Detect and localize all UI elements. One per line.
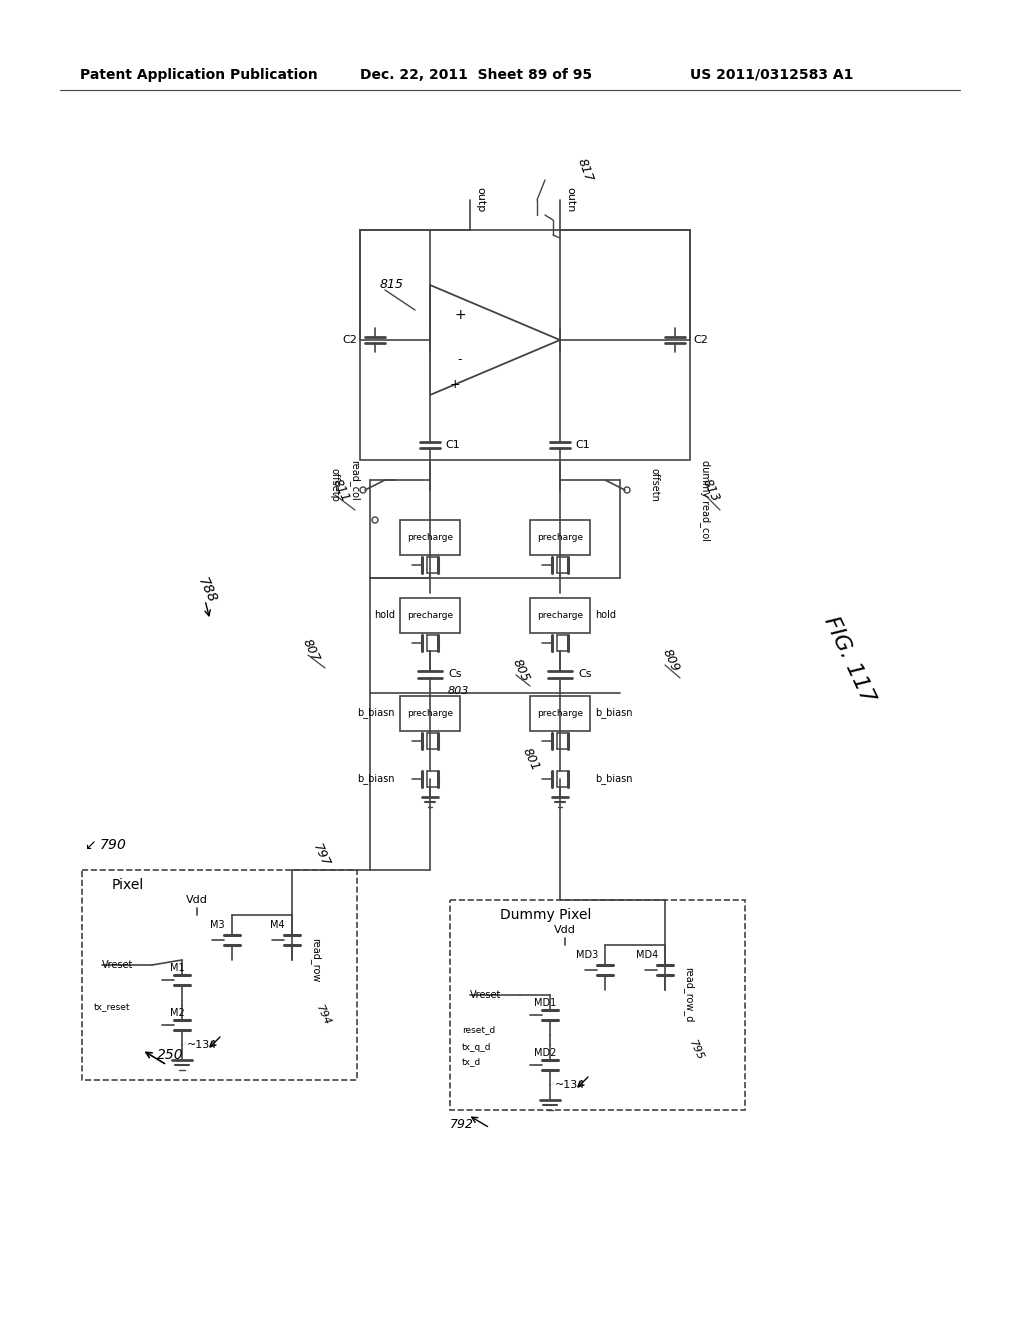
Text: 250: 250 xyxy=(157,1048,183,1063)
Text: Dec. 22, 2011  Sheet 89 of 95: Dec. 22, 2011 Sheet 89 of 95 xyxy=(360,69,592,82)
Text: 811: 811 xyxy=(330,477,352,504)
Text: outn: outn xyxy=(565,187,575,213)
Text: read_row_d: read_row_d xyxy=(683,968,694,1023)
Text: 807: 807 xyxy=(300,636,322,664)
Text: MD3: MD3 xyxy=(575,950,598,960)
Text: tx_q_d: tx_q_d xyxy=(462,1044,492,1052)
Text: hold: hold xyxy=(374,610,395,620)
Bar xyxy=(530,520,590,554)
Text: 817: 817 xyxy=(575,157,595,183)
Bar xyxy=(530,696,590,731)
Text: C2: C2 xyxy=(693,335,708,345)
Text: US 2011/0312583 A1: US 2011/0312583 A1 xyxy=(690,69,853,82)
Text: 792: 792 xyxy=(450,1118,474,1131)
Text: precharge: precharge xyxy=(537,532,583,541)
Text: precharge: precharge xyxy=(537,610,583,619)
Text: read_col: read_col xyxy=(349,459,360,500)
Text: 805: 805 xyxy=(510,656,531,684)
Text: b_biasn: b_biasn xyxy=(595,708,633,718)
Text: Patent Application Publication: Patent Application Publication xyxy=(80,69,317,82)
Text: 815: 815 xyxy=(380,279,404,292)
Bar xyxy=(450,900,745,1110)
Text: Vdd: Vdd xyxy=(186,895,208,906)
Text: +: + xyxy=(455,308,466,322)
Text: b_biasn: b_biasn xyxy=(357,708,395,718)
Text: -: - xyxy=(458,354,462,367)
Text: C2: C2 xyxy=(342,335,357,345)
Text: Vreset: Vreset xyxy=(470,990,502,1001)
Text: b_biasn: b_biasn xyxy=(595,774,633,784)
Text: FIG. 117: FIG. 117 xyxy=(820,614,878,706)
Text: offsetp: offsetp xyxy=(330,469,340,502)
Text: hold: hold xyxy=(595,610,616,620)
Text: M1: M1 xyxy=(170,964,184,973)
Text: precharge: precharge xyxy=(407,532,453,541)
Text: precharge: precharge xyxy=(537,709,583,718)
Text: 813: 813 xyxy=(700,477,722,504)
Text: outp: outp xyxy=(475,187,485,213)
Text: 794: 794 xyxy=(314,1003,332,1027)
Text: b_biasn: b_biasn xyxy=(357,774,395,784)
Text: 801: 801 xyxy=(520,746,542,772)
Bar xyxy=(400,520,460,554)
Bar xyxy=(360,230,690,459)
Text: Pixel: Pixel xyxy=(112,878,144,892)
Text: Dummy Pixel: Dummy Pixel xyxy=(500,908,592,921)
Text: read_row: read_row xyxy=(310,937,321,982)
Text: MD1: MD1 xyxy=(534,998,556,1008)
Bar xyxy=(82,870,357,1080)
Text: 795: 795 xyxy=(687,1039,706,1061)
Text: Vdd: Vdd xyxy=(554,925,575,935)
Text: Cs: Cs xyxy=(578,669,592,678)
Text: tx_d: tx_d xyxy=(462,1057,481,1067)
Text: 797: 797 xyxy=(310,841,332,869)
Text: +: + xyxy=(450,379,461,392)
Text: Vreset: Vreset xyxy=(102,960,133,970)
Text: 788: 788 xyxy=(195,576,219,605)
Text: precharge: precharge xyxy=(407,610,453,619)
Text: Cs: Cs xyxy=(449,669,462,678)
Bar xyxy=(400,696,460,731)
Text: offsetn: offsetn xyxy=(650,469,660,502)
Text: tx_reset: tx_reset xyxy=(94,1003,130,1012)
Text: MD4: MD4 xyxy=(636,950,658,960)
Text: M4: M4 xyxy=(269,920,285,931)
Text: ~134: ~134 xyxy=(187,1040,217,1049)
Text: C1: C1 xyxy=(445,440,460,450)
Text: ~134: ~134 xyxy=(555,1080,586,1090)
Text: M2: M2 xyxy=(170,1008,184,1018)
Bar xyxy=(400,598,460,634)
Text: 803: 803 xyxy=(449,686,469,696)
Text: $\swarrow$790: $\swarrow$790 xyxy=(82,838,127,851)
Text: dummy read_col: dummy read_col xyxy=(700,459,711,540)
Bar xyxy=(530,598,590,634)
Text: M3: M3 xyxy=(210,920,224,931)
Text: 809: 809 xyxy=(660,647,682,673)
Text: MD2: MD2 xyxy=(534,1048,556,1059)
Text: C1: C1 xyxy=(575,440,590,450)
Text: reset_d: reset_d xyxy=(462,1026,496,1035)
Text: precharge: precharge xyxy=(407,709,453,718)
